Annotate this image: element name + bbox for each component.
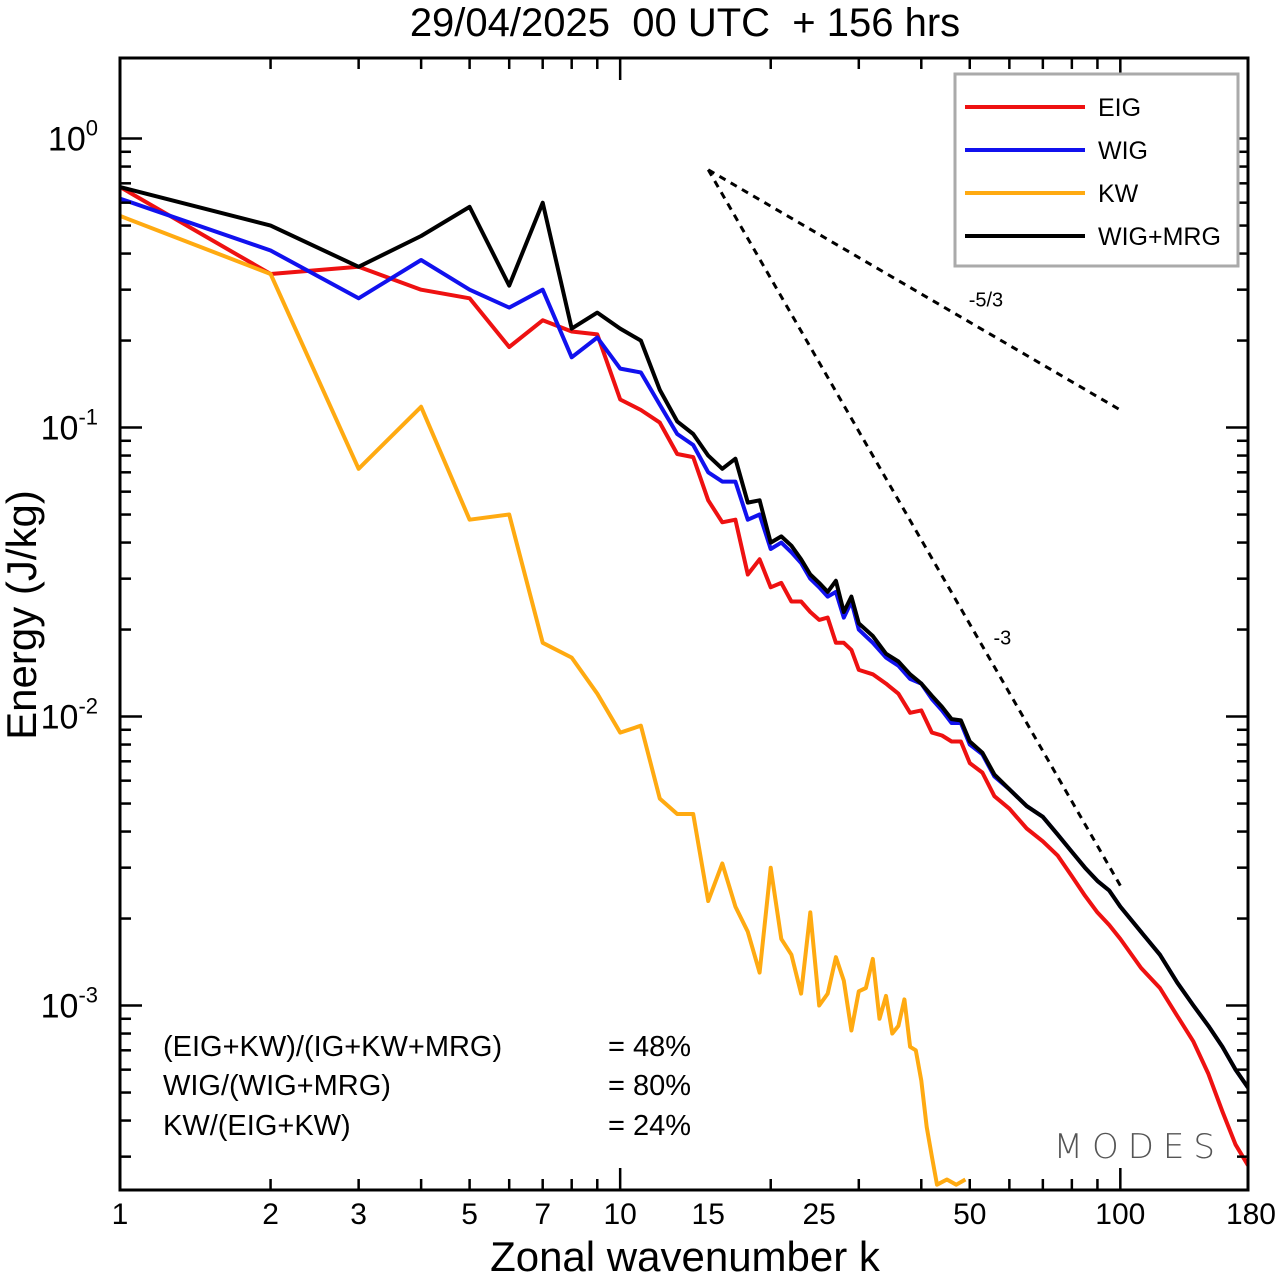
y-tick-label: 10-1: [41, 405, 98, 448]
annotation-label-eig-kw: (EIG+KW)/(IG+KW+MRG): [163, 1031, 502, 1063]
axes: 100 10-1 10-2 10-3 1 2 3 5 7 10 15 25 50 100 180: [41, 56, 1276, 1231]
series-line-wig: [120, 196, 1248, 1089]
y-tick-label: 100: [48, 116, 98, 159]
slope-line-0: [707, 168, 1122, 412]
x-tick-label: 7: [534, 1198, 551, 1231]
x-tick-label: 10: [603, 1198, 636, 1231]
x-tick-label: 1: [112, 1198, 129, 1231]
slope-label-0: -5/3: [969, 290, 1003, 312]
annotation-value-kw: = 24%: [608, 1110, 691, 1142]
x-tick-label: 15: [692, 1198, 725, 1231]
ratio-annotations: (EIG+KW)/(IG+KW+MRG) = 48% WIG/(WIG+MRG)…: [163, 1031, 691, 1142]
modes-watermark: MODES: [1054, 1127, 1224, 1167]
series-line-eig: [120, 185, 1248, 1167]
y-axis-label: Energy (J/kg): [0, 490, 45, 740]
series-line-kw: [120, 214, 967, 1187]
legend-label: WIG+MRG: [1098, 223, 1221, 251]
series-line-wig-mrg: [120, 185, 1248, 1089]
x-tick-label: 180: [1226, 1198, 1276, 1231]
annotation-label-wig: WIG/(WIG+MRG): [163, 1070, 391, 1102]
slope-label-1: -3: [993, 628, 1011, 650]
x-axis-label: Zonal wavenumber k: [490, 1233, 881, 1280]
x-tick-label: 100: [1095, 1198, 1145, 1231]
x-tick-label: 3: [350, 1198, 367, 1231]
legend-label: KW: [1098, 180, 1139, 208]
x-tick-label: 50: [953, 1198, 986, 1231]
x-tick-label: 25: [803, 1198, 836, 1231]
y-tick-label: 10-3: [41, 983, 98, 1026]
annotation-label-kw: KW/(EIG+KW): [163, 1110, 351, 1142]
y-tick-label: 10-2: [41, 694, 98, 737]
slope-line-1: [706, 168, 1122, 887]
series-layer: [120, 185, 1248, 1187]
chart-title: 29/04/2025 00 UTC + 156 hrs: [410, 1, 960, 45]
legend-label: EIG: [1098, 94, 1141, 122]
x-tick-label: 5: [461, 1198, 478, 1231]
legend: EIG WIG KW WIG+MRG: [953, 72, 1240, 268]
annotation-value-wig: = 80%: [608, 1070, 691, 1102]
legend-label: WIG: [1098, 137, 1148, 165]
x-tick-label: 2: [262, 1198, 279, 1231]
annotation-value-eig-kw: = 48%: [608, 1031, 691, 1063]
plot-frame: [118, 56, 1250, 1192]
reference-slopes: -5/3 -3: [706, 168, 1122, 887]
